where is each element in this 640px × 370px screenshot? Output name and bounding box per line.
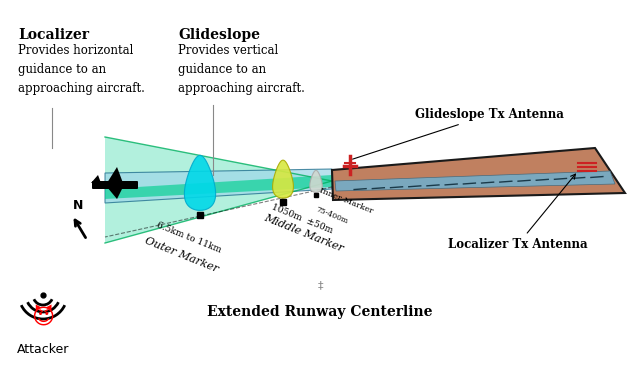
Text: Outer Marker: Outer Marker	[143, 235, 220, 274]
Polygon shape	[107, 187, 123, 199]
FancyBboxPatch shape	[92, 181, 138, 189]
Text: Middle Marker: Middle Marker	[262, 213, 344, 254]
Polygon shape	[105, 175, 332, 199]
Polygon shape	[332, 148, 625, 200]
Polygon shape	[105, 137, 332, 243]
Polygon shape	[310, 170, 323, 192]
Text: 😈: 😈	[31, 306, 54, 327]
Text: Glideslope Tx Antenna: Glideslope Tx Antenna	[353, 108, 564, 159]
Text: 75-400m: 75-400m	[315, 206, 349, 226]
Text: 6.5km to 11km: 6.5km to 11km	[155, 221, 222, 255]
Text: Glideslope: Glideslope	[178, 28, 260, 42]
Text: Localizer Tx Antenna: Localizer Tx Antenna	[448, 174, 588, 251]
Polygon shape	[107, 167, 123, 183]
Polygon shape	[335, 171, 615, 191]
Text: Attacker: Attacker	[17, 343, 69, 356]
Polygon shape	[105, 169, 332, 203]
Text: Inner Marker: Inner Marker	[318, 186, 374, 215]
Text: Extended Runway Centerline: Extended Runway Centerline	[207, 305, 433, 319]
Text: Localizer: Localizer	[18, 28, 89, 42]
Text: Provides horizontal
guidance to an
approaching aircraft.: Provides horizontal guidance to an appro…	[18, 44, 145, 95]
Polygon shape	[273, 160, 293, 198]
Text: Provides vertical
guidance to an
approaching aircraft.: Provides vertical guidance to an approac…	[178, 44, 305, 95]
Polygon shape	[91, 175, 101, 183]
Text: 1050m  ±50m: 1050m ±50m	[270, 202, 334, 235]
Polygon shape	[184, 155, 216, 211]
Text: N: N	[73, 199, 83, 212]
Text: ‡: ‡	[317, 280, 323, 290]
